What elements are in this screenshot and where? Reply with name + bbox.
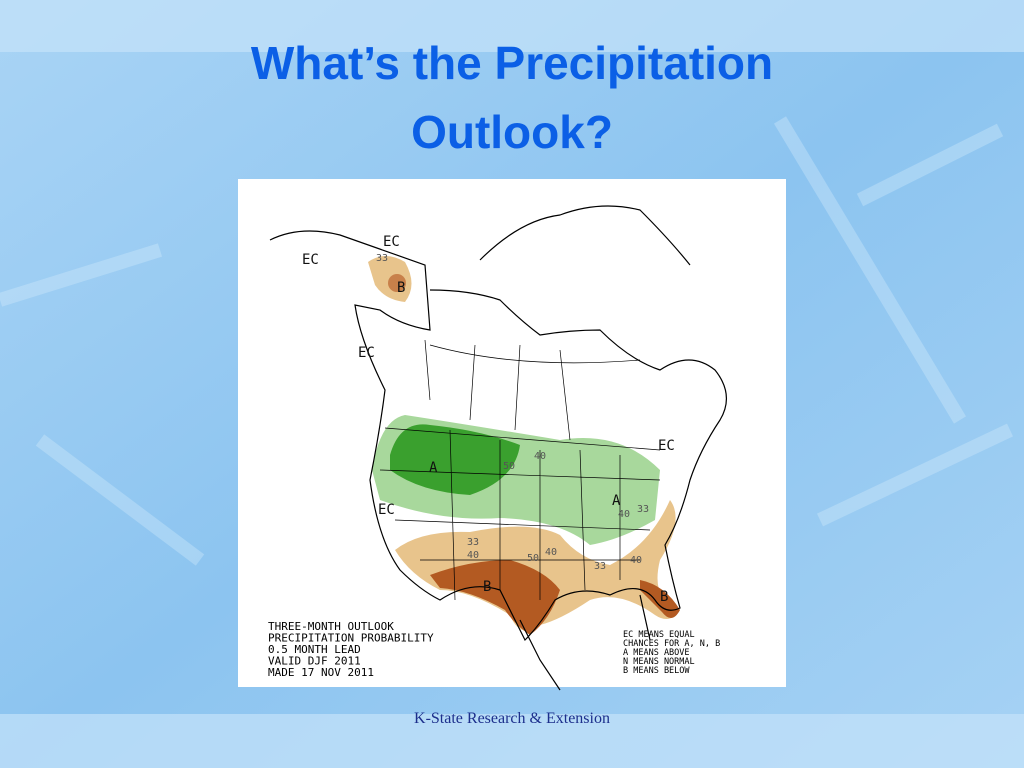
slide-title: What’s the Precipitation [251, 37, 773, 89]
background-streaks [0, 116, 1013, 566]
below-region-strong [430, 560, 560, 635]
map-label: EC [302, 252, 319, 268]
map-label: B [660, 589, 668, 605]
above-region-strong [390, 424, 520, 495]
below-region-strong [640, 580, 680, 619]
map-label: 33 [594, 561, 606, 572]
map-label: A [429, 460, 438, 476]
key-line: N MEANS NORMAL [623, 657, 695, 667]
map-label: 40 [545, 547, 557, 558]
map-label: EC [378, 502, 395, 518]
key-line: B MEANS BELOW [623, 666, 690, 676]
footer: K-State Research & Extension [414, 710, 610, 727]
map-label: EC [383, 234, 400, 250]
map-label: 40 [534, 451, 546, 462]
slide-title: Outlook? [411, 106, 613, 158]
boundaries [379, 339, 661, 601]
caption-line: VALID DJF 2011 [268, 655, 361, 668]
map-label: 40 [467, 550, 479, 561]
map-label: EC [358, 345, 375, 361]
caption-line: PRECIPITATION PROBABILITY [268, 632, 434, 645]
map-label: 33 [467, 537, 479, 548]
coastline [479, 205, 691, 266]
map-label: EC [658, 438, 675, 454]
caption-line: MADE 17 NOV 2011 [268, 666, 374, 679]
map-label: 33 [376, 253, 388, 264]
map: EC 33 B EC EC A 50 40 EC A 40 33 EC 33 4… [238, 179, 786, 691]
key-line: A MEANS ABOVE [623, 648, 690, 658]
map-label: 40 [630, 555, 642, 566]
top-band [0, 0, 1024, 52]
map-label: 50 [503, 461, 515, 472]
map-label: B [397, 280, 405, 296]
map-label: B [483, 579, 491, 595]
below-region [395, 500, 680, 631]
key-line: EC MEANS EQUAL [623, 630, 695, 640]
bottom-band [0, 714, 1024, 768]
below-region-strong [388, 274, 406, 292]
key-line: CHANCES FOR A, N, B [623, 639, 720, 649]
map-label: 50 [527, 553, 539, 564]
caption-line: THREE-MONTH OUTLOOK [268, 620, 394, 633]
map-label: 40 [618, 509, 630, 520]
coastline [519, 594, 651, 691]
caption-line: 0.5 MONTH LEAD [268, 643, 361, 656]
map-label: 33 [637, 504, 649, 515]
coastline [269, 230, 727, 642]
map-label: A [612, 493, 621, 509]
